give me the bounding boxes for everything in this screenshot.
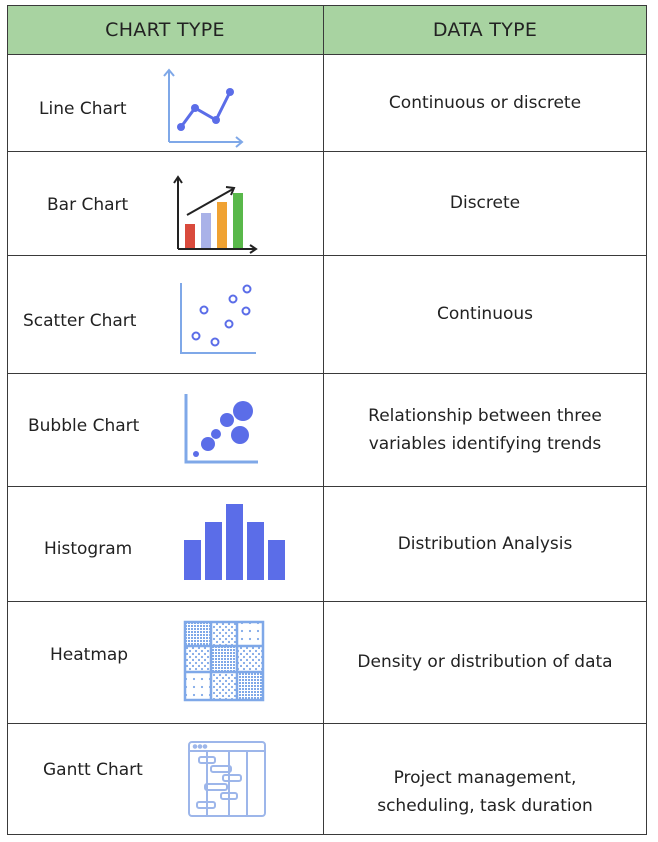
row-divider <box>7 373 647 374</box>
header-chart-type: CHART TYPE <box>105 18 225 41</box>
data-type-text-line: scheduling, task duration <box>377 796 593 816</box>
data-type-text: Continuous or discrete <box>388 92 582 113</box>
table-header-row <box>7 5 647 54</box>
row-divider <box>7 723 647 724</box>
bubble-chart-icon <box>184 394 258 464</box>
data-type-text-block: Project management, scheduling, task dur… <box>377 764 593 820</box>
chart-name-heatmap: Heatmap <box>50 645 129 665</box>
data-type-gantt-chart: Project management, scheduling, task dur… <box>323 750 647 834</box>
chart-name-histogram: Histogram <box>44 539 133 559</box>
data-type-bubble-chart: Relationship between three variables ide… <box>323 373 647 486</box>
data-type-line-chart: Continuous or discrete <box>323 54 647 151</box>
chart-name-gantt-chart: Gantt Chart <box>43 760 143 780</box>
histogram-icon <box>184 504 285 580</box>
column-divider <box>323 5 324 835</box>
bar-chart-icon <box>173 175 258 254</box>
row-divider <box>7 255 647 256</box>
data-type-scatter-chart: Continuous <box>323 255 647 373</box>
chart-type-table: CHART TYPE DATA TYPE Line Chart Continuo… <box>7 5 647 835</box>
data-type-bar-chart: Discrete <box>323 151 647 255</box>
data-type-text-line: variables identifying trends <box>368 433 602 454</box>
data-type-text: Density or distribution of data <box>357 652 613 672</box>
row-divider <box>7 5 647 6</box>
data-type-text: Distribution Analysis <box>397 533 573 554</box>
chart-name-bubble-chart: Bubble Chart <box>28 416 140 436</box>
chart-name-bar-chart: Bar Chart <box>47 195 129 215</box>
data-type-text-line: Project management, <box>393 768 577 788</box>
column-divider <box>7 5 8 835</box>
heatmap-icon <box>183 620 265 702</box>
data-type-heatmap: Density or distribution of data <box>323 601 647 723</box>
data-type-histogram: Distribution Analysis <box>323 486 647 601</box>
data-type-text-line: Relationship between three <box>368 405 602 426</box>
row-divider <box>7 54 647 55</box>
chart-name-scatter-chart: Scatter Chart <box>23 311 137 331</box>
data-type-text-block: Relationship between three variables ide… <box>368 402 602 458</box>
row-divider <box>7 151 647 152</box>
row-divider <box>7 834 647 835</box>
row-divider <box>7 486 647 487</box>
header-data-type: DATA TYPE <box>432 18 538 41</box>
data-type-text: Continuous <box>436 304 533 324</box>
row-divider <box>7 601 647 602</box>
line-chart-icon <box>163 68 244 148</box>
gantt-chart-icon <box>188 741 266 817</box>
chart-name-line-chart: Line Chart <box>39 99 127 119</box>
scatter-chart-icon <box>180 283 256 354</box>
data-type-text: Discrete <box>449 193 521 213</box>
column-divider <box>646 5 647 835</box>
